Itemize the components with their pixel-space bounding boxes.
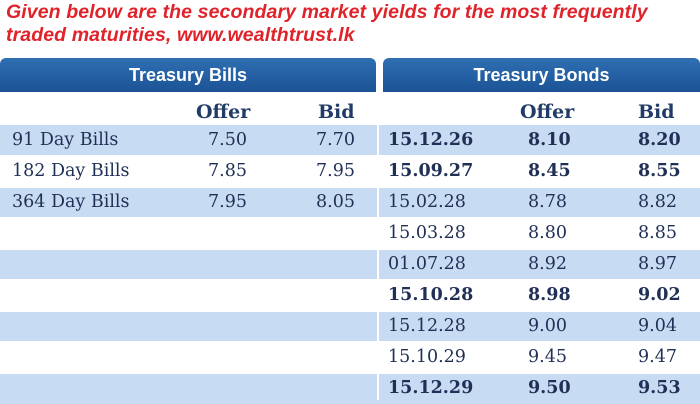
- row-divider: [0, 217, 700, 219]
- table-row: 364 Day Bills 7.95 8.05 15.02.28 8.78 8.82: [0, 187, 700, 218]
- row-divider: [0, 279, 700, 281]
- row-divider: [0, 248, 700, 250]
- bond-bid-cell: 8.55: [638, 161, 681, 181]
- row-divider: [0, 310, 700, 312]
- intro-text: Given below are the secondary market yie…: [6, 1, 648, 46]
- table-row: 01.07.28 8.92 8.97: [0, 249, 700, 280]
- bill-bid-cell: 7.95: [316, 161, 355, 181]
- bond-bid-cell: 9.53: [638, 378, 681, 398]
- bond-offer-cell: 8.45: [528, 161, 571, 181]
- bill-name-cell: 182 Day Bills: [12, 161, 130, 181]
- treasury-bonds-header: Treasury Bonds: [383, 58, 700, 92]
- bill-bid-cell: 7.70: [316, 130, 355, 150]
- bond-bid-cell: 9.04: [638, 316, 677, 336]
- bills-bid-column-header: Bid: [318, 101, 355, 123]
- bond-bid-cell: 8.20: [638, 130, 681, 150]
- bond-offer-cell: 8.92: [528, 254, 567, 274]
- table-row: 15.12.28 9.00 9.04: [0, 311, 700, 342]
- bond-maturity-cell: 15.02.28: [388, 192, 466, 212]
- bond-offer-cell: 8.10: [528, 130, 571, 150]
- bond-maturity-cell: 15.12.29: [388, 378, 474, 398]
- bond-maturity-cell: 15.12.28: [388, 316, 466, 336]
- bond-bid-cell: 9.47: [638, 347, 677, 367]
- bond-maturity-cell: 15.03.28: [388, 223, 466, 243]
- bond-offer-cell: 9.00: [528, 316, 567, 336]
- bill-name-cell: 364 Day Bills: [12, 192, 130, 212]
- bill-offer-cell: 7.95: [208, 192, 247, 212]
- bond-bid-cell: 8.97: [638, 254, 677, 274]
- bonds-bid-column-header: Bid: [638, 101, 675, 123]
- row-divider: [0, 372, 700, 374]
- table-row: 15.12.29 9.50 9.53: [0, 373, 700, 404]
- bond-maturity-cell: 15.10.29: [388, 347, 466, 367]
- bond-offer-cell: 8.80: [528, 223, 567, 243]
- bond-offer-cell: 9.50: [528, 378, 571, 398]
- bond-bid-cell: 9.02: [638, 285, 681, 305]
- bills-offer-column-header: Offer: [196, 101, 251, 123]
- bill-bid-cell: 8.05: [316, 192, 355, 212]
- bill-offer-cell: 7.85: [208, 161, 247, 181]
- bond-maturity-cell: 15.09.27: [388, 161, 474, 181]
- column-divider: [377, 125, 379, 400]
- bond-offer-cell: 8.78: [528, 192, 567, 212]
- bond-maturity-cell: 15.12.26: [388, 130, 474, 150]
- row-divider: [0, 341, 700, 343]
- bond-maturity-cell: 15.10.28: [388, 285, 474, 305]
- bond-offer-cell: 8.98: [528, 285, 571, 305]
- table-row: 15.10.28 8.98 9.02: [0, 280, 700, 311]
- bond-offer-cell: 9.45: [528, 347, 567, 367]
- bond-maturity-cell: 01.07.28: [388, 254, 466, 274]
- bond-bid-cell: 8.85: [638, 223, 677, 243]
- treasury-bills-header: Treasury Bills: [0, 58, 376, 92]
- table-row: 15.10.29 9.45 9.47: [0, 342, 700, 373]
- row-divider: [0, 155, 700, 157]
- bill-offer-cell: 7.50: [208, 130, 247, 150]
- bill-name-cell: 91 Day Bills: [12, 130, 119, 150]
- table-row: 91 Day Bills 7.50 7.70 15.12.26 8.10 8.20: [0, 125, 700, 156]
- table-row: 15.03.28 8.80 8.85: [0, 218, 700, 249]
- bond-bid-cell: 8.82: [638, 192, 677, 212]
- row-divider: [0, 186, 700, 188]
- bonds-offer-column-header: Offer: [520, 101, 575, 123]
- table-row: 182 Day Bills 7.85 7.95 15.09.27 8.45 8.55: [0, 156, 700, 187]
